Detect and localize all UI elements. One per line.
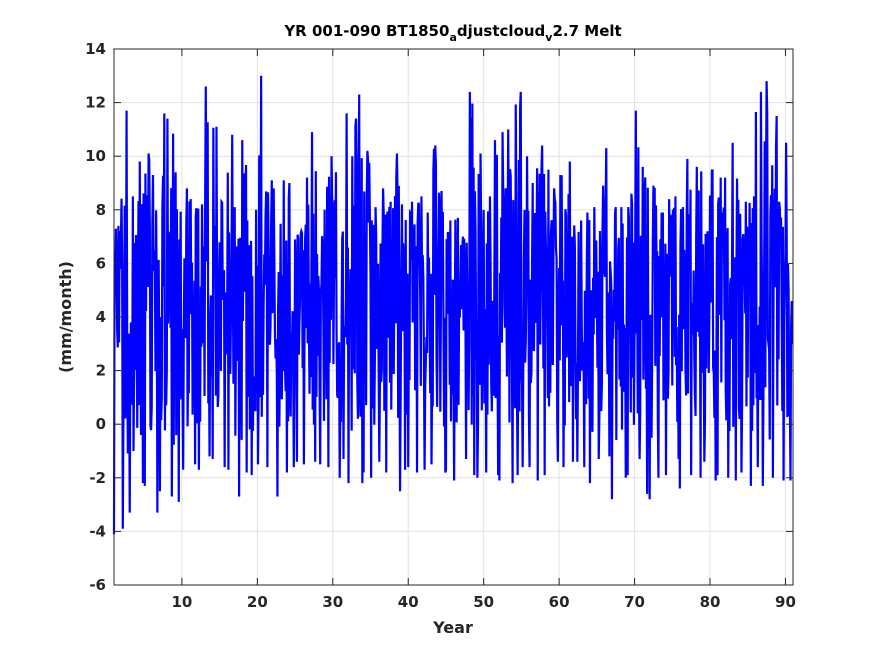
y-tick-label: -6 — [89, 576, 106, 594]
x-tick-label: 50 — [473, 593, 494, 611]
chart-title-part1: YR 001-090 BT1850 — [283, 22, 449, 40]
x-tick-labels: 10 20 30 40 50 60 70 80 90 — [171, 593, 795, 611]
y-tick-label: 6 — [96, 254, 106, 272]
x-axis-title: Year — [432, 618, 473, 637]
y-axis-title: (mm/month) — [56, 261, 75, 373]
y-tick-label: 2 — [96, 362, 106, 380]
y-tick-label: 14 — [85, 40, 106, 58]
y-tick-label: 10 — [85, 147, 106, 165]
melt-series-line — [112, 75, 794, 535]
chart-title-part2: djustcloud — [457, 22, 545, 40]
y-tick-label: -2 — [89, 469, 106, 487]
axis-ticks — [114, 48, 793, 586]
plot-area — [112, 75, 794, 535]
chart-title-sub1: a — [449, 31, 456, 44]
x-tick-label: 90 — [775, 593, 796, 611]
y-tick-label: 4 — [96, 308, 106, 326]
chart-title-sub2: v — [545, 31, 553, 44]
y-tick-label: 8 — [96, 201, 106, 219]
y-tick-label: 0 — [96, 415, 106, 433]
y-tick-labels: -6 -4 -2 0 2 4 6 8 10 12 14 — [85, 40, 106, 594]
x-tick-label: 60 — [549, 593, 570, 611]
y-tick-label: 12 — [85, 94, 106, 112]
x-tick-label: 30 — [322, 593, 343, 611]
chart-title-part3: 2.7 Melt — [552, 22, 621, 40]
y-tick-label: -4 — [89, 522, 106, 540]
chart-title: YR 001-090 BT1850adjustcloudv2.7 Melt — [283, 22, 621, 44]
x-tick-label: 80 — [700, 593, 721, 611]
x-tick-label: 40 — [398, 593, 419, 611]
x-tick-label: 70 — [624, 593, 645, 611]
x-tick-label: 10 — [171, 593, 192, 611]
x-tick-label: 20 — [247, 593, 268, 611]
